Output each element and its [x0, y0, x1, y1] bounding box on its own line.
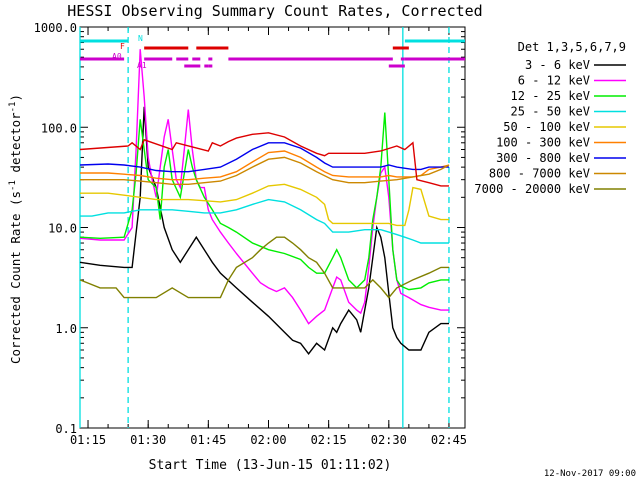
x-tick-label: 02:45: [431, 433, 467, 447]
legend-item-label: 25 - 50 keV: [511, 105, 590, 119]
series-line: 50 - 100 keV: [80, 183, 449, 227]
x-tick-label: 02:30: [371, 433, 407, 447]
state-segment-label: A0: [112, 52, 122, 61]
series-line: 25 - 50 keV: [80, 198, 449, 244]
svg-text:Corrected Count Rate (s-1 dete: Corrected Count Rate (s-1 detector-1): [8, 94, 23, 364]
legend-item-label: 7000 - 20000 keV: [474, 182, 590, 196]
chart-title: HESSI Observing Summary Count Rates, Cor…: [67, 2, 482, 20]
series-line: 100 - 300 keV: [80, 150, 450, 181]
legend-item-label: 12 - 25 keV: [511, 89, 590, 103]
y-tick-label: 10.0: [48, 222, 77, 236]
x-tick-label: 02:15: [311, 433, 347, 447]
y-axis-label-sup1: -1: [8, 180, 18, 191]
series-line: 300 - 800 keV: [79, 142, 449, 173]
y-axis-label-close: ): [8, 94, 23, 102]
y-axis-label-detector: detector: [8, 112, 23, 180]
series-line: ATT_RED: [79, 132, 449, 187]
legend-item-label: 50 - 100 keV: [503, 120, 590, 134]
y-tick-label: 1.0: [55, 322, 77, 336]
state-segment-label: F: [120, 42, 125, 51]
y-axis-label-sup2: -1: [8, 102, 18, 113]
timestamp-stamp: 12-Nov-2017 09:00: [544, 469, 636, 479]
series-line: 800 - 7000 keV: [80, 156, 450, 186]
legend-item-label: 6 - 12 keV: [518, 74, 590, 88]
series-line: 12 - 25 keV: [79, 112, 449, 291]
x-axis-label: Start Time (13-Jun-15 01:11:02): [149, 458, 392, 473]
y-tick-label: 0.1: [55, 422, 77, 436]
legend-item-label: 100 - 300 keV: [496, 136, 590, 150]
y-tick-label: 1000.0: [34, 21, 77, 35]
legend-item-label: 3 - 6 keV: [525, 58, 590, 72]
state-segment-label: N: [138, 34, 143, 43]
x-tick-label: 01:45: [190, 433, 226, 447]
series-line: 3 - 6 keV: [79, 106, 449, 355]
y-tick-label: 100.0: [41, 121, 77, 135]
series-line: 7000 - 20000 keV: [79, 236, 449, 299]
x-tick-label: 02:00: [250, 433, 286, 447]
state-segment-label: A1: [137, 61, 147, 70]
x-tick-label: 01:30: [130, 433, 166, 447]
y-axis-label: Corrected Count Rate (s-1 detector-1): [8, 94, 23, 364]
plot-frame: [79, 26, 466, 429]
legend-item-label: 800 - 7000 keV: [489, 167, 590, 181]
legend-title: Det 1,3,5,6,7,9: [518, 40, 626, 54]
series-line: 6 - 12 keV: [79, 49, 449, 325]
y-axis-label-text: Corrected Count Rate (s: [8, 191, 23, 364]
x-tick-label: 01:15: [70, 433, 106, 447]
legend-item-label: 300 - 800 keV: [496, 151, 590, 165]
